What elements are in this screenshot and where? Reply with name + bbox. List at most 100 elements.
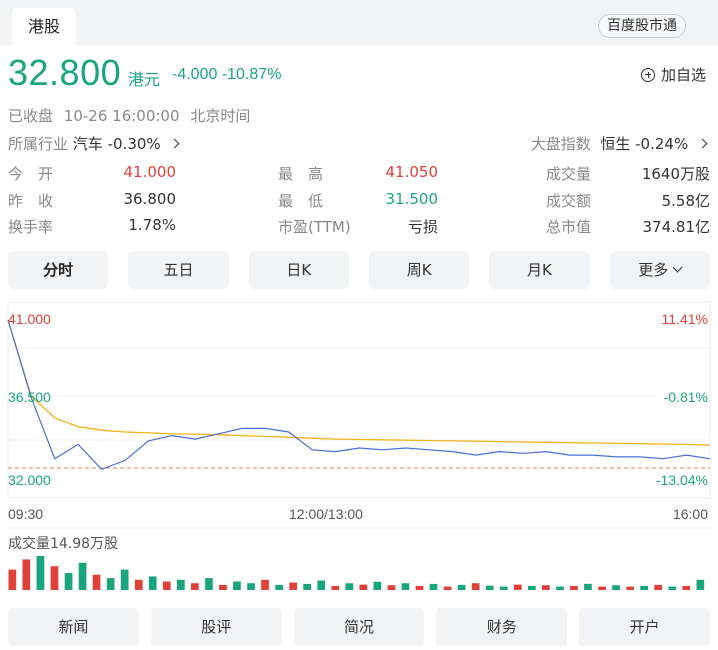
volume-bar xyxy=(415,585,424,590)
volume-bar xyxy=(331,585,340,590)
tab-more[interactable]: 更多 xyxy=(609,251,710,289)
volume-bar xyxy=(696,579,705,590)
volume-bar xyxy=(542,585,550,590)
change-percent: -10.87% xyxy=(221,66,282,83)
plus-circle-icon xyxy=(640,67,655,82)
chevron-right-icon xyxy=(697,138,708,149)
volume-bar xyxy=(485,585,494,590)
volume-label: 成交量14.98万股 xyxy=(8,536,119,552)
price-line xyxy=(7,319,711,471)
volume-bar xyxy=(640,585,648,590)
stat-value-volume: 1640万股 xyxy=(641,165,710,183)
stat-label-turnover-amount: 成交额 xyxy=(546,192,592,210)
x-axis-start-label: 09:30 xyxy=(8,506,44,522)
volume-bar xyxy=(177,579,185,590)
market-index-link[interactable]: 大盘指数 恒生 -0.24% xyxy=(531,133,708,154)
volume-bar xyxy=(345,583,354,590)
volume-bar xyxy=(303,583,311,590)
stats-row: 昨 收 36.800 最 低 31.500 成交额 5.58亿 xyxy=(8,190,710,214)
volume-bar xyxy=(261,579,269,590)
volume-bar xyxy=(233,581,241,590)
volume-bar xyxy=(134,579,143,590)
volume-bar xyxy=(289,582,297,590)
volume-bar xyxy=(120,569,129,590)
volume-bar xyxy=(64,573,73,590)
stat-value-turnover-amount: 5.58亿 xyxy=(661,192,710,210)
period-tabs: 分时 五日 日K 周K 月K 更多 xyxy=(8,251,710,289)
stats-row: 今 开 41.000 最 高 41.050 成交量 1640万股 xyxy=(8,163,710,187)
tab-hk-stocks[interactable]: 港股 xyxy=(12,8,77,46)
volume-bar xyxy=(191,583,199,590)
stat-label-high: 最 高 xyxy=(278,165,324,183)
stat-value-low: 31.500 xyxy=(385,190,439,208)
volume-bar xyxy=(471,583,480,590)
market-status: 已收盘 10-26 16:00:00 北京时间 xyxy=(8,105,256,126)
stat-label-prev-close: 昨 收 xyxy=(8,192,54,210)
stat-value-open: 41.000 xyxy=(123,163,177,181)
change-amount: -4.000 xyxy=(172,66,218,83)
index-pct: -0.24% xyxy=(635,135,689,153)
tab-intraday[interactable]: 分时 xyxy=(8,251,109,289)
industry-label: 所属行业 xyxy=(8,135,69,153)
nav-reviews[interactable]: 股评 xyxy=(150,608,282,646)
volume-bar xyxy=(148,576,157,590)
stat-value-high: 41.050 xyxy=(385,163,439,181)
volume-bar xyxy=(556,586,564,590)
volume-bar xyxy=(387,585,396,590)
y-axis-right-top-label: 11.41% xyxy=(661,311,708,327)
volume-bar xyxy=(317,580,326,590)
price-currency: 港元 xyxy=(128,70,161,89)
average-price-line xyxy=(7,319,711,446)
tab-monthly-k[interactable]: 月K xyxy=(489,251,590,289)
price-change: -4.000 -10.87% xyxy=(172,66,281,84)
stat-value-pe-ttm: 亏损 xyxy=(407,218,438,236)
volume-bar xyxy=(106,578,115,590)
add-watchlist-label: 加自选 xyxy=(660,66,706,84)
stat-label-open: 今 开 xyxy=(8,165,54,183)
nav-open-account[interactable]: 开户 xyxy=(579,608,710,646)
volume-bar xyxy=(598,586,606,590)
y-axis-right-mid-label: -0.81% xyxy=(663,389,708,405)
volume-bar xyxy=(429,583,438,590)
nav-news[interactable]: 新闻 xyxy=(8,608,139,646)
volume-bar xyxy=(36,556,45,590)
tab-weekly-k[interactable]: 周K xyxy=(368,251,470,289)
volume-bar xyxy=(626,586,634,590)
volume-bar xyxy=(247,583,255,590)
chevron-right-icon xyxy=(170,138,180,149)
nav-financials[interactable]: 财务 xyxy=(436,608,568,646)
volume-bar xyxy=(373,581,382,590)
y-axis-mid-label: 36.500 xyxy=(8,389,51,405)
baidu-stock-connect-button[interactable]: 百度股市通 xyxy=(598,14,686,38)
volume-bar xyxy=(443,586,452,590)
stat-label-market-cap: 总市值 xyxy=(546,218,592,236)
volume-bar xyxy=(275,584,283,590)
volume-bar xyxy=(513,584,522,590)
volume-bar xyxy=(457,584,466,590)
industry-pct: -0.30% xyxy=(107,135,161,153)
volume-bar xyxy=(612,585,620,590)
volume-bar xyxy=(162,581,171,590)
tab-more-label: 更多 xyxy=(638,261,669,279)
intraday-chart[interactable] xyxy=(0,300,718,600)
industry-name: 汽车 xyxy=(72,135,103,153)
volume-bar xyxy=(359,584,368,590)
add-watchlist-button[interactable]: 加自选 xyxy=(640,64,706,85)
volume-bar xyxy=(50,566,59,590)
stat-value-market-cap: 374.81亿 xyxy=(642,218,711,236)
nav-profile[interactable]: 简况 xyxy=(293,608,425,646)
market-tab-bar: 港股 百度股市通 xyxy=(0,0,718,46)
tab-five-day[interactable]: 五日 xyxy=(128,251,229,289)
status-timezone: 北京时间 xyxy=(190,107,251,125)
chevron-down-icon xyxy=(672,262,683,273)
y-axis-bottom-label: 32.000 xyxy=(8,472,51,488)
tab-daily-k[interactable]: 日K xyxy=(248,251,349,289)
index-name: 恒生 xyxy=(600,135,631,153)
stat-label-volume: 成交量 xyxy=(546,165,592,183)
industry-link[interactable]: 所属行业 汽车 -0.30% xyxy=(8,133,180,154)
status-datetime: 10-26 16:00:00 xyxy=(63,107,180,125)
volume-bar xyxy=(92,574,101,590)
volume-bar xyxy=(22,559,31,590)
stat-value-turnover-rate: 1.78% xyxy=(128,216,176,234)
x-axis-mid-label: 12:00/13:00 xyxy=(289,506,363,522)
